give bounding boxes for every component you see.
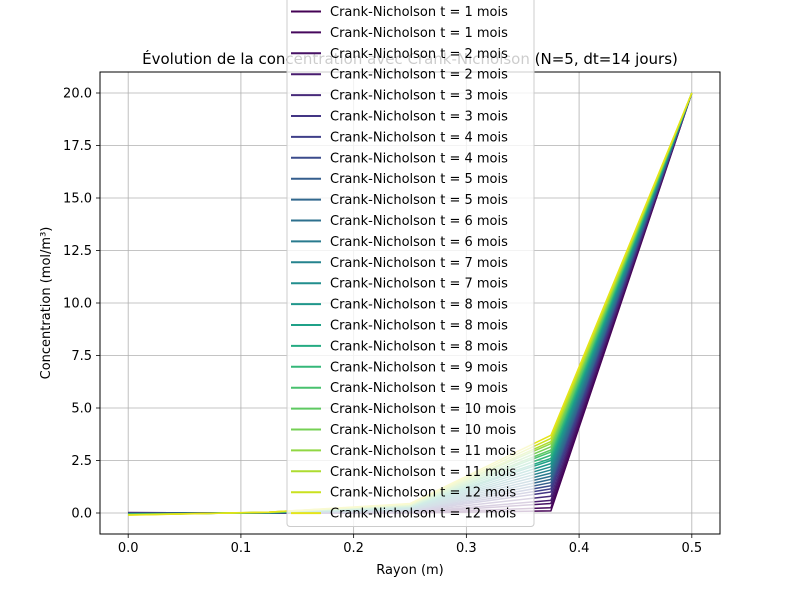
legend-entry-label: Crank-Nicholson t = 6 mois (330, 235, 508, 250)
legend-entry-label: Crank-Nicholson t = 4 mois (330, 130, 508, 145)
legend-entry-label: Crank-Nicholson t = 11 mois (330, 465, 516, 480)
legend-entry-label: Crank-Nicholson t = 3 mois (330, 110, 508, 125)
legend-entry-label: Crank-Nicholson t = 2 mois (330, 47, 508, 62)
x-axis-label: Rayon (m) (376, 563, 444, 578)
x-tick-label: 0.2 (343, 541, 364, 556)
legend-entry-label: Crank-Nicholson t = 5 mois (330, 193, 508, 208)
legend-entry-label: Crank-Nicholson t = 8 mois (330, 319, 508, 334)
x-tick-label: 0.0 (118, 541, 139, 556)
legend-entry-label: Crank-Nicholson t = 7 mois (330, 256, 508, 271)
legend-entry-label: Crank-Nicholson t = 9 mois (330, 360, 508, 375)
legend-entry-label: Crank-Nicholson t = 4 mois (330, 151, 508, 166)
y-ticks: 0.0 2.5 5.0 7.5 10.0 12.5 15.0 17.5 20.0 (63, 87, 100, 522)
legend-box (286, 0, 535, 527)
y-tick-label: 2.5 (71, 454, 92, 469)
legend-entry-label: Crank-Nicholson t = 9 mois (330, 381, 508, 396)
y-tick-label: 15.0 (63, 192, 92, 207)
legend-entry-label: Crank-Nicholson t = 10 mois (330, 423, 516, 438)
y-tick-label: 7.5 (71, 349, 92, 364)
legend: Crank-Nicholson t = 1 mois Crank-Nicholso… (286, 0, 535, 527)
y-axis-label: Concentration (mol/m³) (39, 227, 54, 380)
y-tick-label: 0.0 (71, 507, 92, 522)
y-tick-label: 20.0 (63, 87, 92, 102)
legend-entry-label: Crank-Nicholson t = 5 mois (330, 172, 508, 187)
legend-entry-label: Crank-Nicholson t = 12 mois (330, 507, 516, 522)
legend-entry-label: Crank-Nicholson t = 6 mois (330, 214, 508, 229)
legend-entry-label: Crank-Nicholson t = 12 mois (330, 486, 516, 501)
legend-entry-label: Crank-Nicholson t = 1 mois (330, 5, 508, 20)
y-tick-label: 5.0 (71, 402, 92, 417)
y-tick-label: 17.5 (63, 139, 92, 154)
legend-entry-label: Crank-Nicholson t = 2 mois (330, 68, 508, 83)
y-tick-label: 12.5 (63, 244, 92, 259)
legend-entry-label: Crank-Nicholson t = 3 mois (330, 89, 508, 104)
legend-entry-label: Crank-Nicholson t = 8 mois (330, 298, 508, 313)
x-ticks: 0.0 0.1 0.2 0.3 0.4 0.5 (118, 534, 702, 556)
legend-entry-label: Crank-Nicholson t = 1 mois (330, 26, 508, 41)
x-tick-label: 0.5 (681, 541, 702, 556)
legend-entry-label: Crank-Nicholson t = 8 mois (330, 339, 508, 354)
y-tick-label: 10.0 (63, 297, 92, 312)
legend-entry-label: Crank-Nicholson t = 7 mois (330, 277, 508, 292)
x-tick-label: 0.4 (569, 541, 590, 556)
legend-entry-label: Crank-Nicholson t = 10 mois (330, 402, 516, 417)
x-tick-label: 0.1 (231, 541, 252, 556)
x-tick-label: 0.3 (456, 541, 477, 556)
legend-entry-label: Crank-Nicholson t = 11 mois (330, 444, 516, 459)
